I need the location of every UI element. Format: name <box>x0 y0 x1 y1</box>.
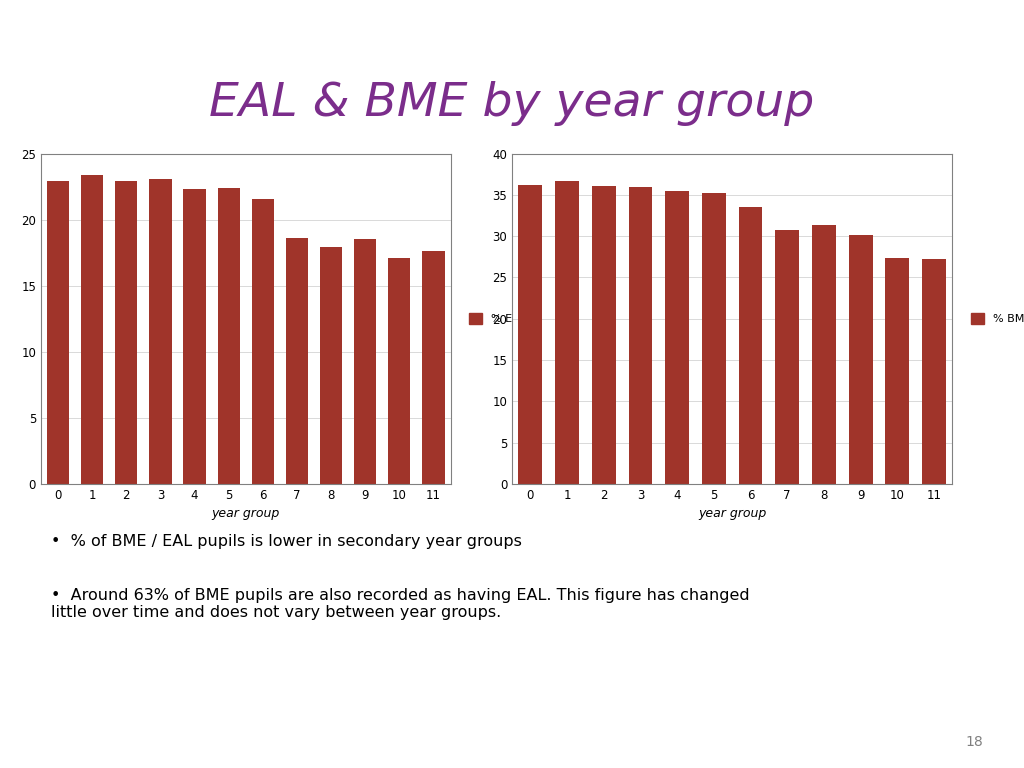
Legend: % BME pupils (2016): % BME pupils (2016) <box>967 309 1024 329</box>
Text: •  Around 63% of BME pupils are also recorded as having EAL. This figure has cha: • Around 63% of BME pupils are also reco… <box>51 588 750 620</box>
Text: EAL & BME by year group: EAL & BME by year group <box>209 81 815 126</box>
Bar <box>150 179 171 484</box>
Bar <box>738 207 763 484</box>
Bar <box>592 186 615 484</box>
Bar <box>319 247 342 484</box>
Bar <box>286 238 308 484</box>
Bar <box>629 187 652 484</box>
Bar <box>217 188 240 484</box>
Bar <box>422 251 444 484</box>
Bar <box>388 258 411 484</box>
Bar <box>886 259 909 484</box>
Bar <box>775 230 799 484</box>
Bar <box>115 181 137 484</box>
Bar <box>81 175 103 484</box>
Bar <box>47 181 70 484</box>
Bar <box>701 194 726 484</box>
Legend: % EAL pupils (2016): % EAL pupils (2016) <box>464 309 607 329</box>
X-axis label: year group: year group <box>212 507 280 520</box>
Bar <box>183 189 206 484</box>
Bar <box>849 235 872 484</box>
Bar <box>555 180 579 484</box>
Text: 18: 18 <box>966 735 983 749</box>
Bar <box>922 260 946 484</box>
Bar <box>518 185 543 484</box>
Text: •  % of BME / EAL pupils is lower in secondary year groups: • % of BME / EAL pupils is lower in seco… <box>51 534 522 549</box>
Bar <box>666 190 689 484</box>
Bar <box>252 198 274 484</box>
Bar <box>812 224 836 484</box>
X-axis label: year group: year group <box>698 507 766 520</box>
Bar <box>354 240 377 484</box>
